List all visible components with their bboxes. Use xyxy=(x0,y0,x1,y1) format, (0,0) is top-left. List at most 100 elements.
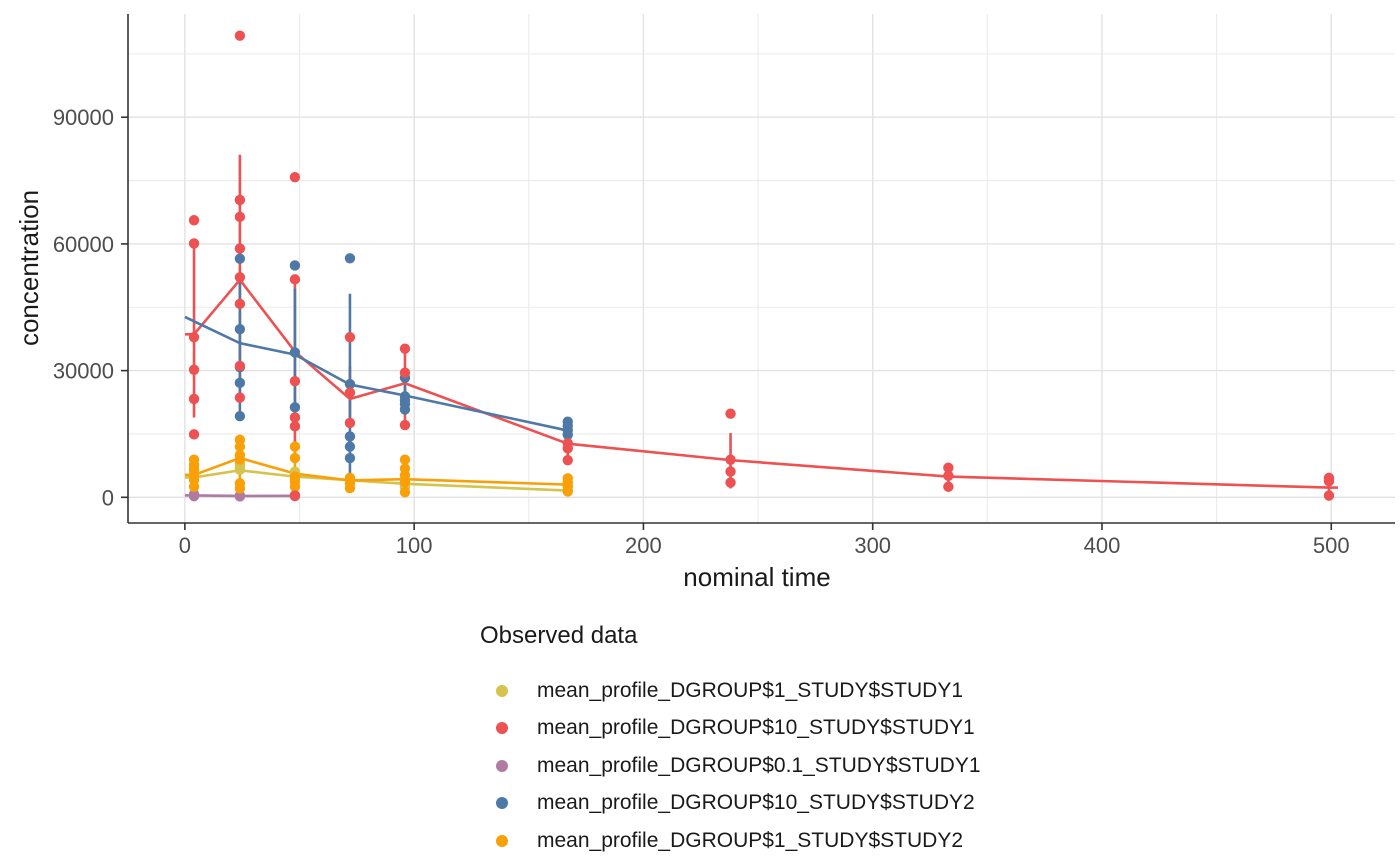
data-point xyxy=(562,486,573,497)
legend-item: mean_profile_DGROUP$1_STUDY$STUDY2 xyxy=(480,822,981,860)
legend-item: mean_profile_DGROUP$1_STUDY$STUDY1 xyxy=(480,672,981,710)
data-point xyxy=(188,491,200,502)
data-point xyxy=(234,464,246,476)
data-point xyxy=(1323,476,1335,487)
data-point xyxy=(289,481,301,492)
data-point xyxy=(289,171,301,183)
data-point xyxy=(725,477,736,488)
data-point xyxy=(289,412,301,423)
legend-key-dot xyxy=(496,797,508,810)
y-tick-label: 30000 xyxy=(53,359,114,384)
legend-key-dot xyxy=(496,722,508,735)
x-axis-title: nominal time xyxy=(683,562,830,592)
data-point xyxy=(234,454,246,465)
data-point xyxy=(289,490,301,501)
data-point xyxy=(234,392,246,403)
data-point xyxy=(234,243,246,254)
data-point xyxy=(943,462,954,473)
data-point xyxy=(289,452,301,464)
legend-item-label: mean_profile_DGROUP$1_STUDY$STUDY2 xyxy=(537,828,963,852)
data-point xyxy=(188,238,200,249)
mean-line xyxy=(193,277,1330,489)
data-point xyxy=(399,454,411,465)
legend-item: mean_profile_DGROUP$10_STUDY$STUDY2 xyxy=(480,785,981,823)
data-point xyxy=(399,476,411,488)
data-point xyxy=(1323,490,1335,501)
data-point xyxy=(399,343,411,354)
data-point xyxy=(234,272,246,283)
data-point xyxy=(188,332,200,343)
data-point xyxy=(188,481,200,492)
x-tick-label: 300 xyxy=(854,533,891,558)
data-point xyxy=(943,470,954,481)
data-point xyxy=(234,30,246,41)
y-tick-label: 90000 xyxy=(53,105,114,130)
legend-item-label: mean_profile_DGROUP$10_STUDY$STUDY1 xyxy=(537,716,975,740)
data-point xyxy=(188,393,200,405)
x-tick-label: 0 xyxy=(179,533,191,558)
data-point xyxy=(344,431,356,442)
data-point xyxy=(562,454,573,466)
data-point xyxy=(399,419,411,431)
data-point xyxy=(344,332,356,343)
data-point xyxy=(289,274,301,285)
data-point xyxy=(234,253,246,264)
data-point xyxy=(344,417,356,429)
data-point xyxy=(234,324,246,335)
data-point xyxy=(725,466,736,477)
data-point xyxy=(234,411,246,422)
data-point xyxy=(344,387,356,398)
data-point xyxy=(562,443,573,454)
x-tick-label: 200 xyxy=(625,533,662,558)
data-point xyxy=(399,404,411,415)
legend: Observed data mean_profile_DGROUP$1_STUD… xyxy=(480,622,981,860)
data-point xyxy=(289,421,301,432)
data-point xyxy=(399,367,411,378)
data-point xyxy=(562,429,573,440)
data-point xyxy=(344,441,356,452)
data-point xyxy=(234,483,246,494)
y-tick-label: 60000 xyxy=(53,232,114,257)
data-point xyxy=(289,441,301,452)
data-point xyxy=(289,260,301,271)
data-point xyxy=(234,377,246,389)
data-point xyxy=(234,360,246,372)
legend-item: mean_profile_DGROUP$10_STUDY$STUDY1 xyxy=(480,710,981,748)
data-point xyxy=(289,347,301,358)
y-axis-title: concentration xyxy=(14,190,44,346)
legend-item-label: mean_profile_DGROUP$10_STUDY$STUDY2 xyxy=(537,791,975,815)
data-point xyxy=(344,452,356,464)
legend-item-label: mean_profile_DGROUP$0.1_STUDY$STUDY1 xyxy=(537,753,981,777)
data-point xyxy=(234,491,246,502)
mean-line xyxy=(184,315,569,432)
data-point xyxy=(234,194,246,206)
x-tick-label: 400 xyxy=(1084,533,1121,558)
data-point xyxy=(188,429,200,440)
x-tick-label: 100 xyxy=(396,533,433,558)
data-point xyxy=(344,482,356,494)
concentration-vs-time-plot: 0 30000 60000 90000 0 100 200 300 400 500 nominal… xyxy=(14,14,1395,592)
legend-key-dot xyxy=(496,759,508,772)
legend-title: Observed data xyxy=(480,622,638,649)
mean-line xyxy=(193,456,568,486)
y-tick-label: 0 xyxy=(102,485,114,510)
legend-items: mean_profile_DGROUP$1_STUDY$STUDY1 mean_p… xyxy=(480,672,981,860)
legend-item-label: mean_profile_DGROUP$1_STUDY$STUDY1 xyxy=(537,678,963,702)
data-point xyxy=(234,298,246,310)
data-point xyxy=(289,375,301,387)
x-tick-label: 500 xyxy=(1313,533,1350,558)
data-point xyxy=(234,211,246,223)
data-point xyxy=(344,378,356,390)
data-point xyxy=(725,408,736,419)
data-point xyxy=(344,253,356,264)
data-point xyxy=(188,364,200,375)
data-point xyxy=(399,487,411,498)
legend-item: mean_profile_DGROUP$0.1_STUDY$STUDY1 xyxy=(480,747,981,785)
data-point xyxy=(725,454,736,465)
data-point xyxy=(943,481,954,492)
data-point xyxy=(188,215,200,226)
data-point xyxy=(234,441,246,452)
legend-key-dot xyxy=(496,834,508,847)
chart-canvas: 0 30000 60000 90000 0 100 200 300 400 500 xyxy=(53,14,1395,558)
legend-key-dot xyxy=(496,684,508,697)
